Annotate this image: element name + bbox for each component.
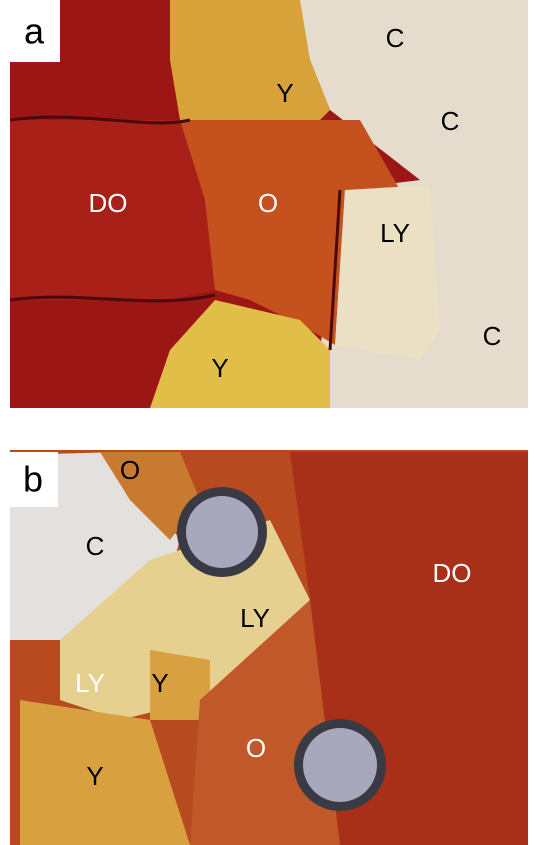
region-label: LY (380, 218, 410, 248)
region-label: DO (433, 558, 472, 588)
page: a b CYCDOOLYCYOCDOLYLYYOY (() => { const… (0, 0, 538, 845)
region-label: Y (151, 668, 168, 698)
panel-label: b (23, 459, 43, 500)
region-label: Y (276, 78, 293, 108)
region-label: O (120, 455, 140, 485)
region-label: C (441, 106, 460, 136)
region-label: O (258, 188, 278, 218)
region-label: C (483, 321, 502, 351)
region-label: Y (211, 353, 228, 383)
figure: a b C Y C DO O LY C Y O C DO LY LY Y O Y (0, 0, 538, 845)
region-label: LY (240, 603, 270, 633)
region-label: LY (75, 668, 105, 698)
region-label: C (86, 531, 105, 561)
panel-label: a (24, 11, 45, 52)
region-label: DO (89, 188, 128, 218)
region-label: Y (86, 761, 103, 791)
region-label: O (246, 733, 266, 763)
region-label: C (386, 23, 405, 53)
